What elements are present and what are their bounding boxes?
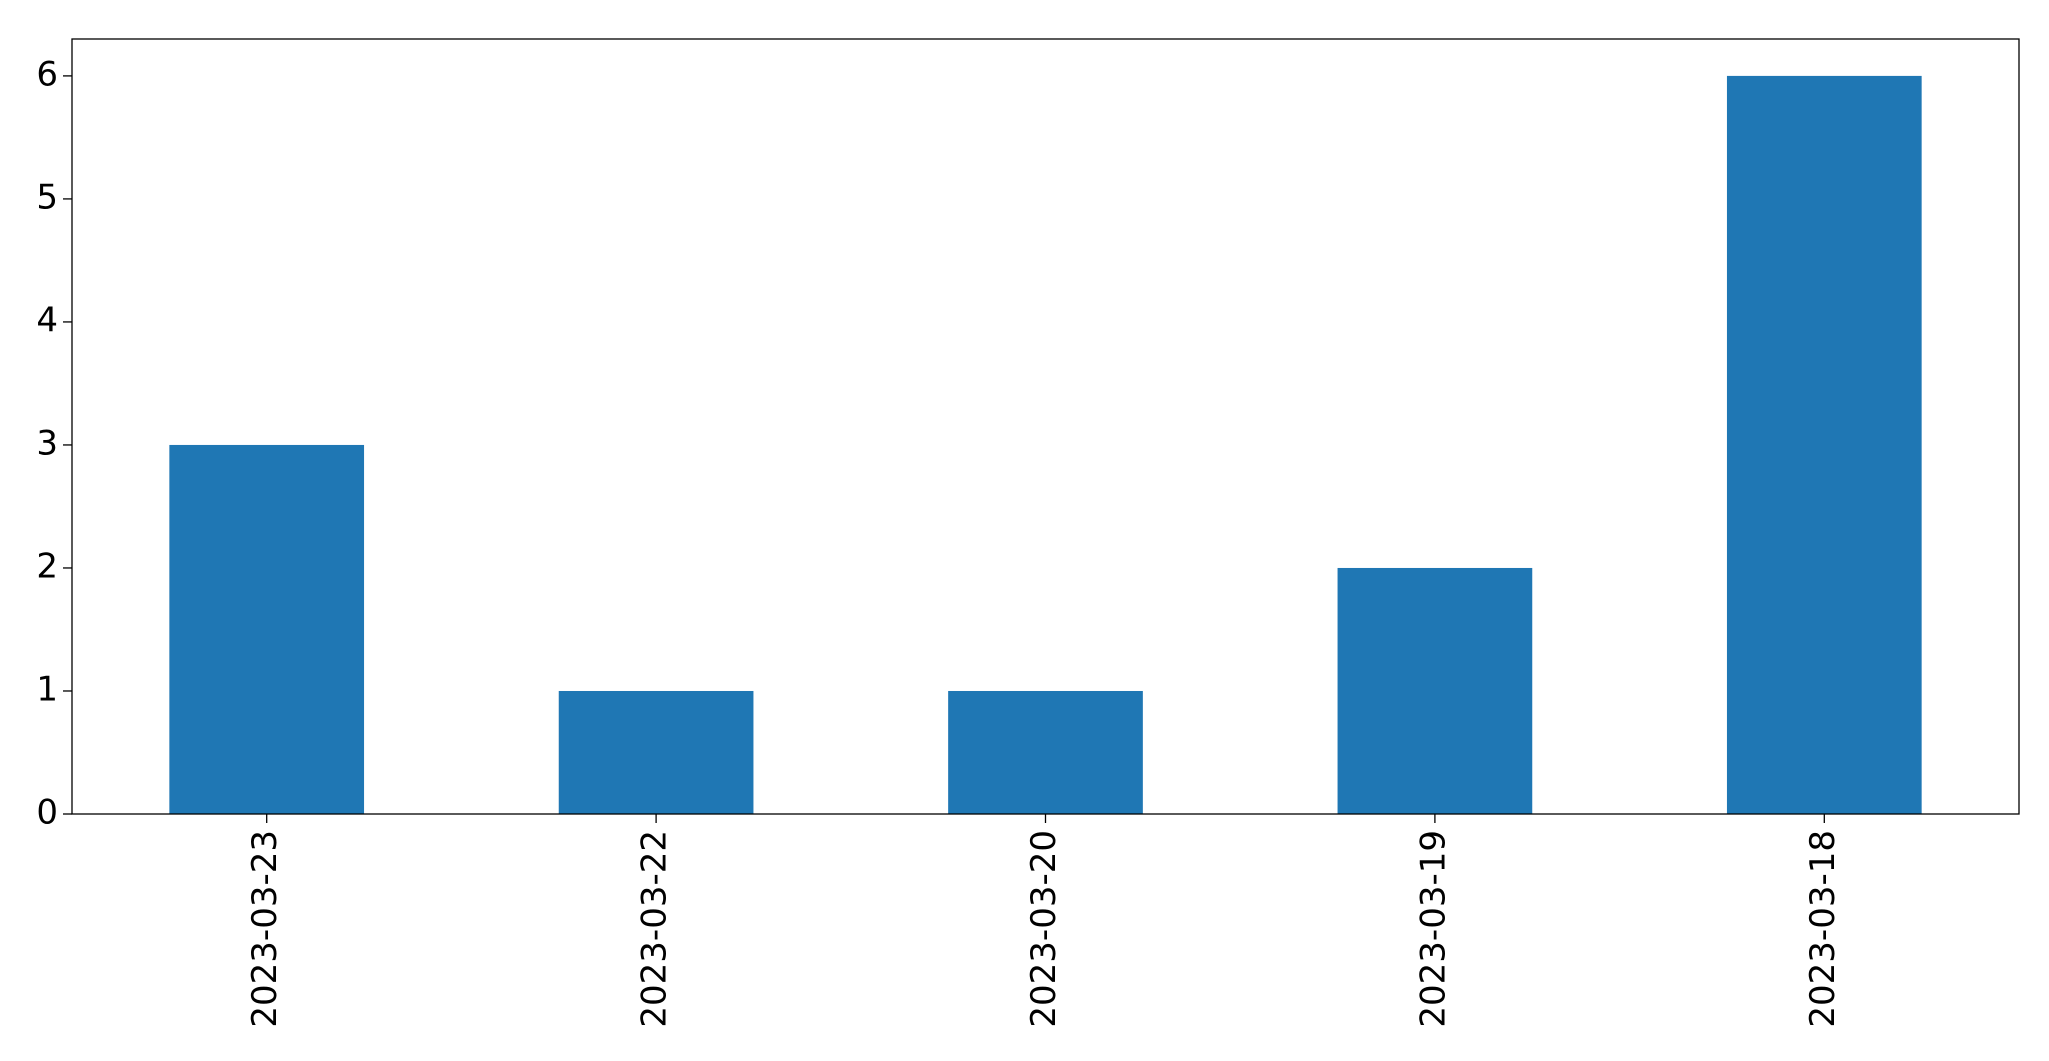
- y-tick-label: 0: [36, 793, 58, 833]
- y-tick-label: 6: [36, 54, 58, 94]
- bar: [169, 444, 365, 814]
- y-tick-label: 4: [36, 300, 58, 340]
- y-tick-label: 3: [36, 423, 58, 463]
- plot-frame: [71, 38, 2020, 815]
- x-tick-label: 2023-03-23: [245, 830, 285, 1028]
- y-tick-label: 2: [36, 546, 58, 586]
- x-tick-label: 2023-03-20: [1024, 830, 1064, 1028]
- x-tick-label: 2023-03-18: [1803, 830, 1843, 1028]
- x-tick-label: 2023-03-19: [1413, 830, 1453, 1028]
- bar: [1337, 567, 1533, 814]
- x-tick-label: 2023-03-22: [635, 830, 675, 1028]
- bar: [1726, 75, 1922, 814]
- bar: [558, 690, 754, 814]
- y-tick-label: 5: [36, 177, 58, 217]
- bar: [948, 690, 1143, 814]
- y-tick-label: 1: [36, 669, 58, 709]
